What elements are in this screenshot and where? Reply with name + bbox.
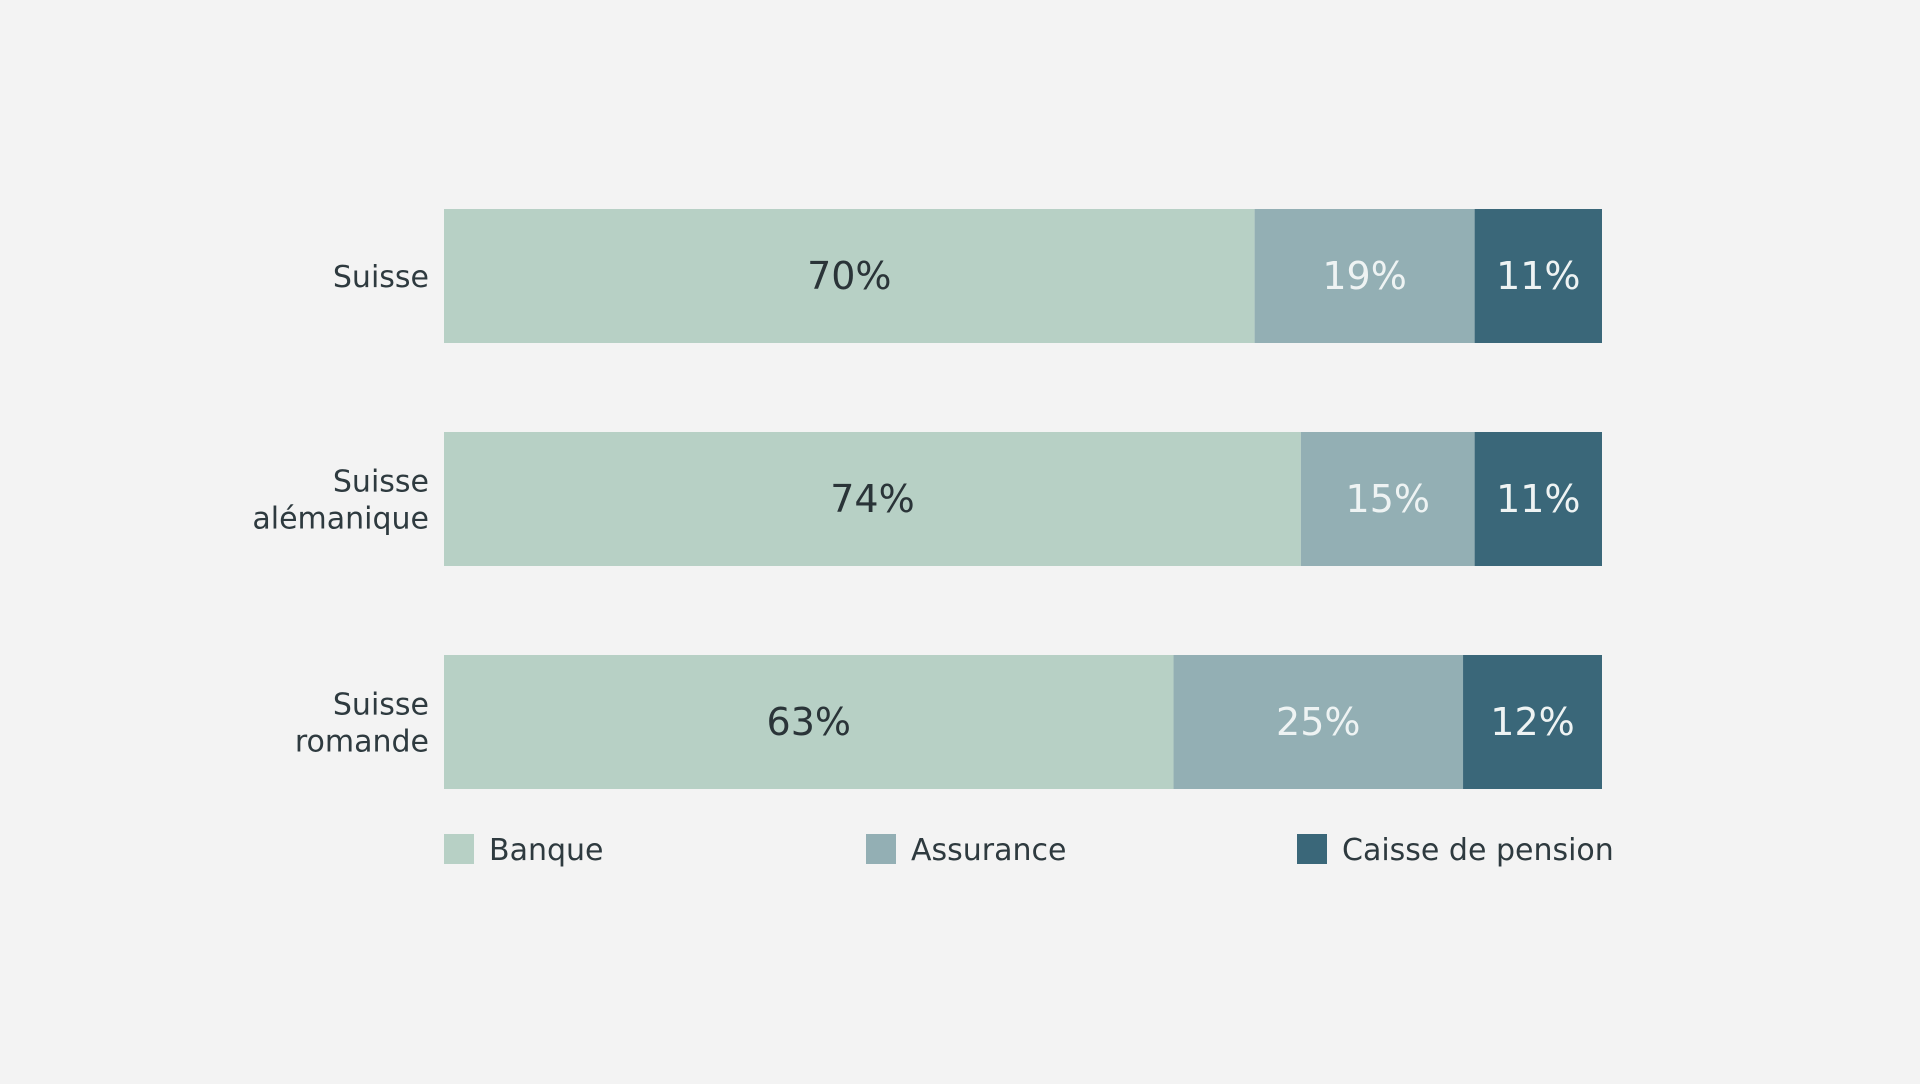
bar-segment	[1474, 209, 1602, 343]
data-label: 63%	[767, 700, 851, 744]
category-label: Suisse romande	[295, 688, 429, 760]
data-label: 74%	[830, 477, 914, 521]
data-label: 25%	[1276, 700, 1360, 744]
data-label: 12%	[1490, 700, 1574, 744]
category-label: Suisse	[333, 260, 429, 295]
bar-segment	[1254, 209, 1475, 343]
data-label: 11%	[1496, 477, 1580, 521]
data-label: 19%	[1322, 254, 1406, 298]
bar-segment	[444, 209, 1255, 343]
legend-label: Caisse de pension	[1342, 833, 1614, 868]
legend-swatch	[866, 834, 896, 864]
bars-layer: 70% 19% 11% 74% 15% 11% 63% 25% 12%	[444, 209, 1602, 789]
data-label: 11%	[1496, 254, 1580, 298]
category-label-line: Suisse	[333, 465, 429, 500]
bar-segment	[1463, 655, 1602, 789]
bar-segment	[444, 432, 1301, 566]
legend-label: Assurance	[911, 833, 1066, 868]
bar-segment	[1173, 655, 1464, 789]
bar-segment	[1474, 432, 1602, 566]
legend-swatch	[1297, 834, 1327, 864]
legend-label: Banque	[489, 833, 604, 868]
category-label-line: romande	[295, 725, 429, 760]
category-label: Suisse alémanique	[252, 465, 429, 537]
legend: Banque Assurance Caisse de pension	[444, 833, 1614, 868]
category-label-line: Suisse	[333, 260, 429, 295]
legend-swatch	[444, 834, 474, 864]
data-label: 15%	[1346, 477, 1430, 521]
category-label-line: Suisse	[333, 688, 429, 723]
category-label-line: alémanique	[252, 502, 429, 537]
bar-segment	[1300, 432, 1475, 566]
data-label: 70%	[807, 254, 891, 298]
bar-segment	[444, 655, 1174, 789]
